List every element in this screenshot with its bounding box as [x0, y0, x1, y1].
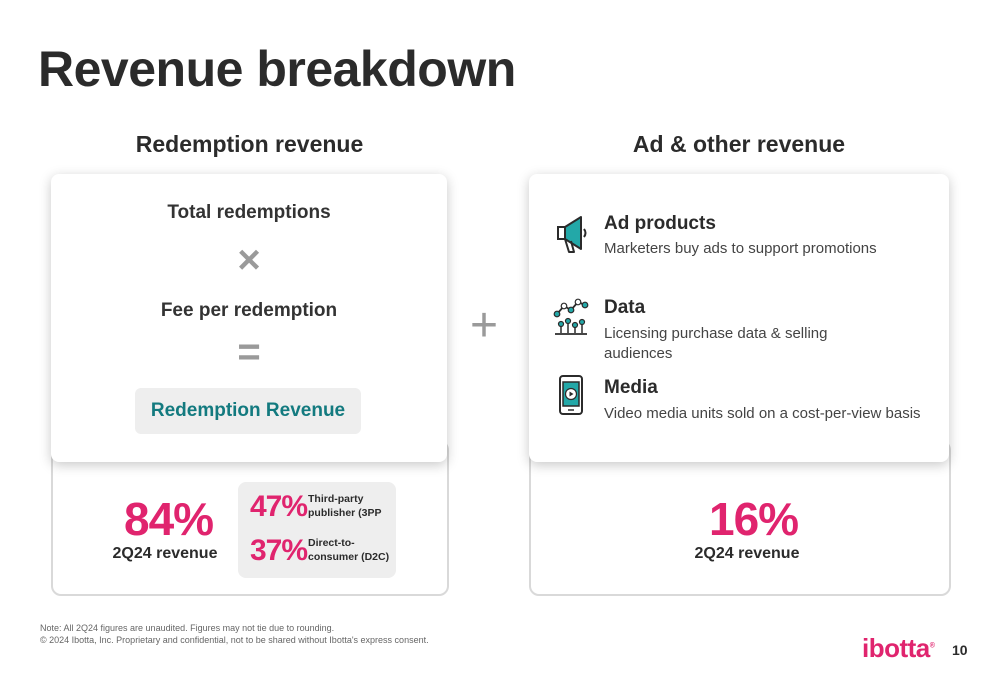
video-phone-icon — [559, 375, 583, 415]
split-3pp-label: Third-party publisher (3PP — [308, 493, 382, 519]
data-chart-icon — [553, 298, 589, 335]
media-desc: Video media units sold on a cost-per-vie… — [604, 405, 921, 422]
redemption-formula-card: Total redemptions × Fee per redemption =… — [51, 174, 447, 462]
logo-text: ibotta — [862, 633, 930, 663]
page-number: 10 — [952, 642, 968, 658]
ad-share-label: 2Q24 revenue — [694, 545, 800, 562]
split-d2c-pct: 37% — [250, 534, 308, 567]
media-title: Media — [604, 377, 658, 398]
redemption-split-box: 47% Third-party publisher (3PP 37% Direc… — [238, 482, 396, 578]
formula-total-redemptions: Total redemptions — [167, 202, 331, 223]
equals-sign: = — [237, 330, 261, 374]
footnote-unaudited: Note: All 2Q24 figures are unaudited. Fi… — [40, 623, 335, 633]
page-title: Revenue breakdown — [38, 41, 516, 97]
data-title: Data — [604, 297, 646, 318]
redemption-share-label: 2Q24 revenue — [112, 545, 218, 562]
ad-heading: Ad & other revenue — [632, 131, 846, 157]
ad-items-card: Ad products Marketers buy ads to support… — [529, 174, 949, 462]
footnote-copyright: © 2024 Ibotta, Inc. Proprietary and conf… — [40, 635, 429, 645]
megaphone-icon — [557, 216, 587, 253]
split-d2c-label: Direct-to-consumer (D2C) — [308, 537, 390, 563]
plus-sign: + — [470, 299, 499, 352]
ad-products-desc: Marketers buy ads to support promotions — [604, 240, 877, 257]
ad-share-pct: 16% — [709, 493, 799, 545]
redemption-heading: Redemption revenue — [135, 131, 364, 157]
redemption-revenue-result: Redemption Revenue — [135, 388, 361, 434]
redemption-share-pct: 84% — [124, 493, 214, 545]
formula-fee-per-redemption: Fee per redemption — [160, 300, 338, 321]
ad-products-title: Ad products — [604, 213, 716, 234]
ad-outer-box — [529, 440, 951, 596]
split-3pp-pct: 47% — [250, 490, 308, 523]
ibotta-logo: ibotta® — [862, 633, 935, 663]
data-desc: Licensing purchase data & selling audien… — [604, 325, 828, 362]
multiply-sign: × — [237, 238, 261, 282]
